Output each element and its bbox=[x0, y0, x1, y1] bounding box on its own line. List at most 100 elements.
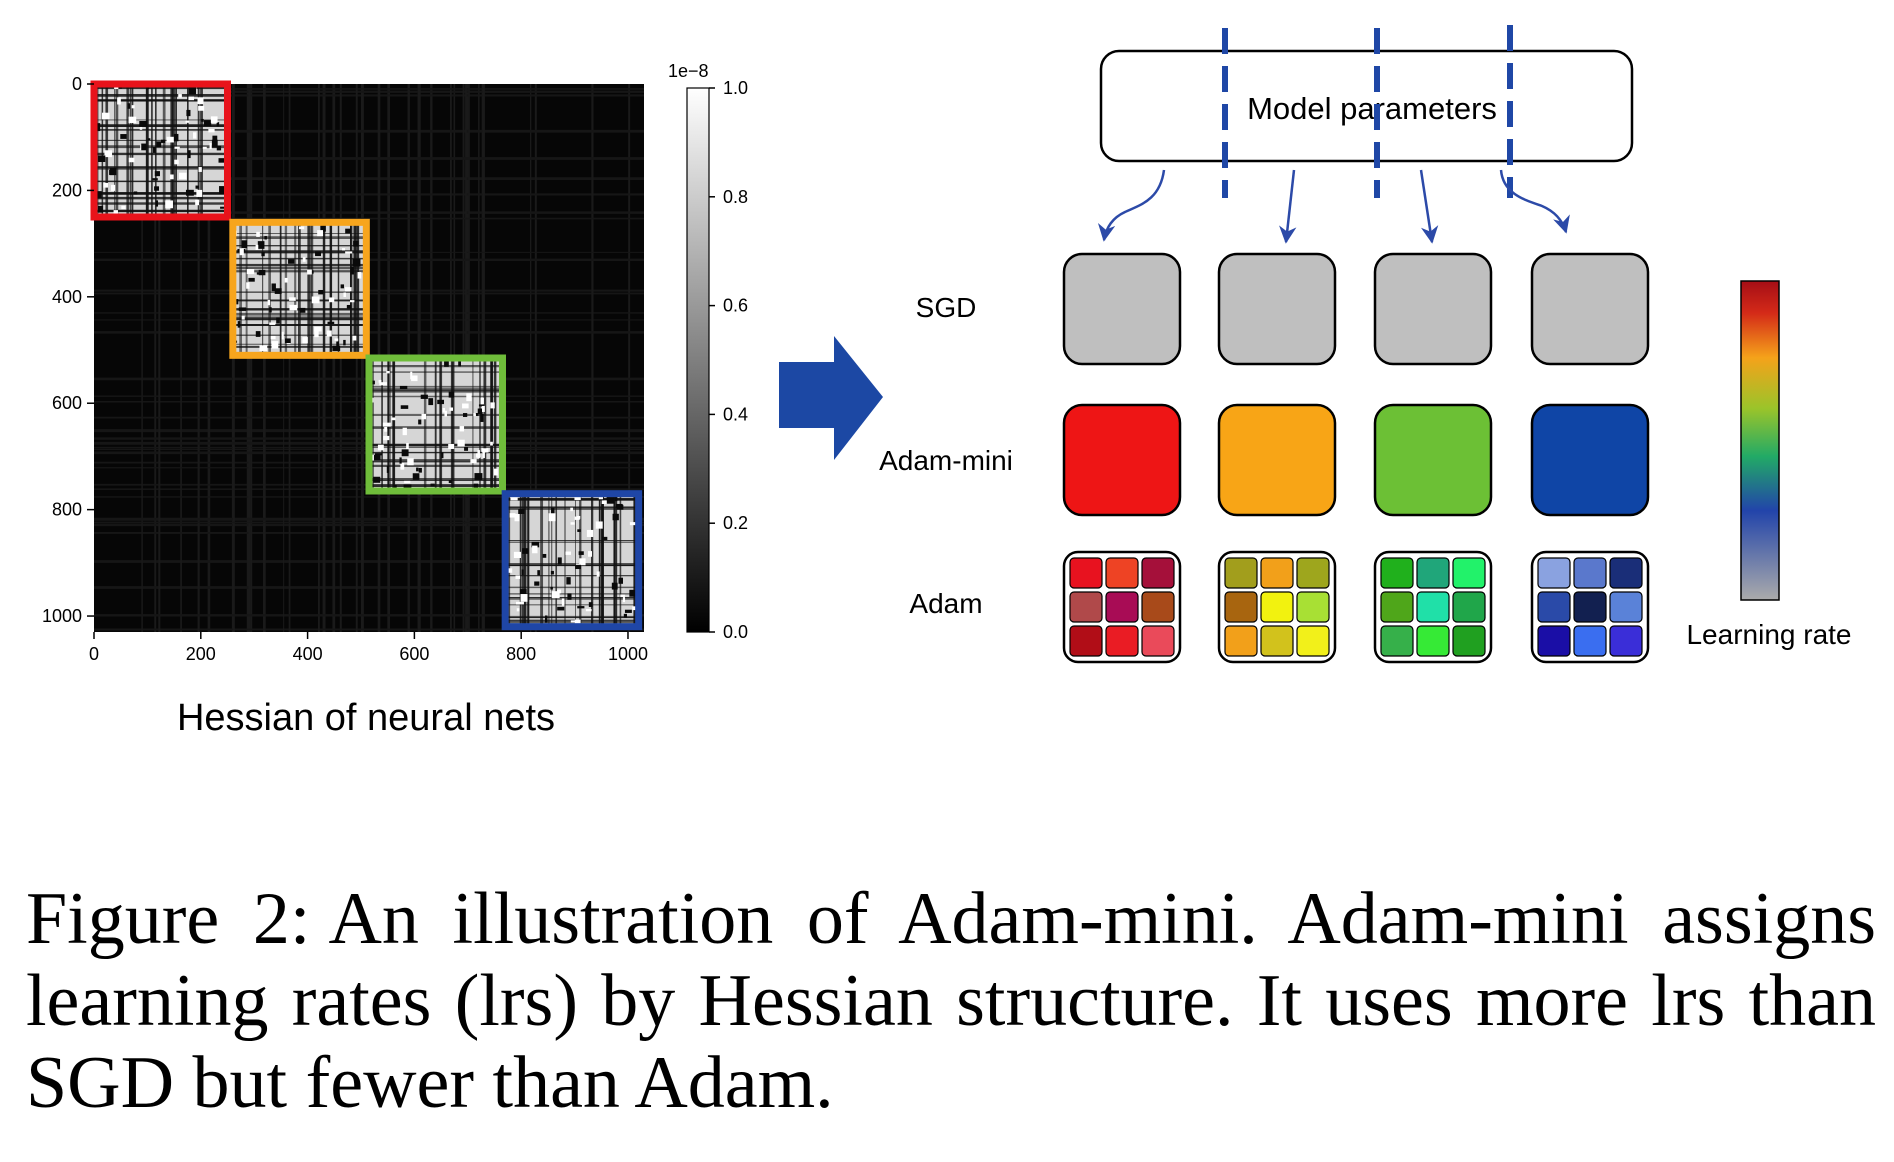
adam-lr-cell bbox=[1380, 557, 1414, 589]
adam-lr-cell bbox=[1141, 557, 1175, 589]
block-texture bbox=[187, 150, 191, 159]
block-frame bbox=[229, 218, 370, 359]
block-texture bbox=[276, 317, 280, 324]
block-frame bbox=[365, 354, 506, 495]
block-texture bbox=[437, 399, 445, 405]
block-texture bbox=[606, 497, 615, 504]
block-texture bbox=[588, 602, 593, 607]
block-texture bbox=[284, 277, 288, 283]
block-texture bbox=[326, 330, 332, 337]
heatmap-xlabel: Hessian of neural nets bbox=[177, 697, 555, 739]
block-texture bbox=[103, 182, 109, 188]
block-texture bbox=[188, 96, 195, 101]
block-texture bbox=[386, 465, 390, 473]
adam-lr-cell bbox=[1573, 591, 1607, 623]
block-texture bbox=[510, 496, 518, 501]
block-texture bbox=[566, 577, 571, 585]
sgd-row bbox=[1062, 252, 1650, 366]
block-frame bbox=[501, 490, 643, 631]
block-texture bbox=[407, 458, 414, 466]
block-texture bbox=[548, 513, 556, 522]
block-texture bbox=[289, 297, 296, 301]
block-texture bbox=[327, 321, 335, 325]
block-texture bbox=[198, 167, 202, 172]
adam-lr-cell bbox=[1452, 625, 1486, 657]
learning-rate-label: Learning rate bbox=[1686, 619, 1851, 650]
block-texture bbox=[490, 441, 493, 446]
block-texture bbox=[509, 513, 516, 518]
block-texture bbox=[274, 288, 282, 294]
block-texture bbox=[102, 112, 110, 120]
block-texture bbox=[270, 335, 276, 340]
block-texture bbox=[371, 380, 375, 385]
block-texture bbox=[218, 158, 226, 163]
block-texture bbox=[449, 407, 454, 411]
block-texture bbox=[577, 606, 585, 609]
adam-mini-lr-tile bbox=[1217, 403, 1337, 517]
block-texture bbox=[255, 331, 261, 337]
block-texture bbox=[462, 413, 468, 417]
block-texture bbox=[131, 105, 135, 109]
block-texture bbox=[139, 126, 143, 130]
block-texture bbox=[601, 500, 607, 504]
block-texture bbox=[521, 569, 524, 576]
block-texture bbox=[120, 134, 127, 139]
block-texture bbox=[444, 410, 447, 417]
adam-lr-cell bbox=[1260, 625, 1294, 657]
block-texture bbox=[197, 97, 204, 105]
adam-lr-cell bbox=[1105, 625, 1139, 657]
block-texture bbox=[117, 97, 121, 105]
block-texture bbox=[444, 359, 449, 367]
block-texture bbox=[624, 609, 632, 613]
row-label-adam-mini: Adam-mini bbox=[879, 445, 1013, 476]
block-texture bbox=[459, 426, 465, 432]
block-texture bbox=[565, 551, 572, 555]
block-texture bbox=[534, 581, 540, 586]
block-texture bbox=[311, 296, 320, 304]
block-texture bbox=[550, 586, 553, 590]
block-texture bbox=[165, 200, 173, 209]
block-texture bbox=[174, 146, 180, 149]
arrow-icon bbox=[1279, 169, 1297, 244]
block-texture bbox=[575, 564, 581, 570]
adam-mini-diagram: Model parameters SGD Adam-mini Adam Lear… bbox=[879, 25, 1852, 664]
block-frame bbox=[90, 80, 231, 221]
block-texture bbox=[104, 150, 113, 158]
block-texture bbox=[466, 393, 472, 402]
adam-lr-cell bbox=[1260, 591, 1294, 623]
block-texture bbox=[141, 143, 147, 151]
heatmap-y-axis: 0 200 400 600 800 1000 bbox=[42, 74, 94, 626]
block-texture bbox=[418, 467, 422, 473]
y-tick-label: 400 bbox=[52, 287, 82, 307]
block-texture bbox=[598, 497, 603, 500]
block-texture bbox=[314, 329, 319, 338]
block-texture bbox=[574, 495, 581, 501]
block-texture bbox=[343, 292, 346, 298]
block-texture bbox=[458, 360, 462, 367]
x-tick-label: 800 bbox=[506, 644, 536, 664]
block-texture bbox=[256, 231, 260, 237]
adam-lr-cell bbox=[1416, 591, 1450, 623]
block-texture bbox=[570, 620, 576, 623]
block-texture bbox=[267, 299, 271, 306]
block-texture bbox=[111, 184, 116, 191]
adam-lr-block bbox=[1217, 550, 1337, 664]
block-texture bbox=[314, 326, 322, 332]
block-texture bbox=[374, 453, 383, 456]
block-texture bbox=[128, 116, 137, 123]
block-texture bbox=[246, 269, 255, 275]
adam-lr-cell bbox=[1537, 591, 1571, 623]
adam-lr-cell bbox=[1380, 625, 1414, 657]
block-texture bbox=[400, 405, 409, 409]
block-texture bbox=[203, 120, 212, 127]
block-texture bbox=[155, 200, 159, 207]
block-texture bbox=[412, 473, 420, 480]
block-texture bbox=[522, 548, 529, 554]
block-texture bbox=[248, 277, 255, 282]
block-texture bbox=[342, 248, 346, 251]
block-texture bbox=[302, 257, 306, 262]
adam-lr-cell bbox=[1537, 557, 1571, 589]
block-texture bbox=[154, 171, 160, 177]
block-texture bbox=[288, 259, 295, 264]
curved-arrow-icon bbox=[1499, 169, 1570, 234]
